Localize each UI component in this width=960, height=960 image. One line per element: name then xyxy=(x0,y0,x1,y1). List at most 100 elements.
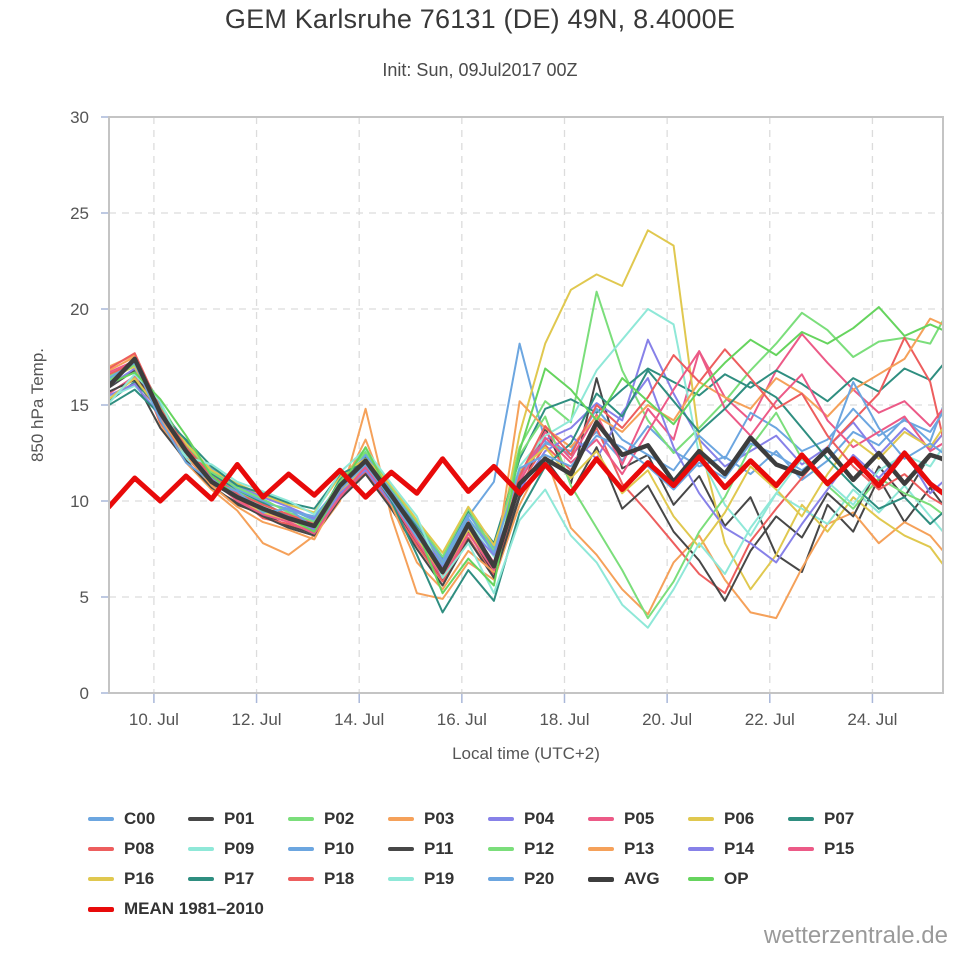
legend-swatch-P13 xyxy=(588,847,614,851)
y-tick-label: 30 xyxy=(70,108,89,127)
legend-swatch-P01 xyxy=(188,817,214,821)
x-axis-label: Local time (UTC+2) xyxy=(452,744,600,763)
legend-label-P09: P09 xyxy=(224,839,255,858)
legend-label-P19: P19 xyxy=(424,869,455,888)
legend-label-P05: P05 xyxy=(624,809,655,828)
legend-swatch-P17 xyxy=(188,877,214,881)
legend-label-P11: P11 xyxy=(424,839,454,858)
legend-label-P07: P07 xyxy=(824,809,855,828)
legend-swatch-P08 xyxy=(88,847,114,851)
legend-item-P04: P04 xyxy=(488,804,588,834)
legend-swatch-P07 xyxy=(788,817,814,821)
legend-swatch-P04 xyxy=(488,817,514,821)
legend-item-P10: P10 xyxy=(288,834,388,864)
legend-swatch-P11 xyxy=(388,847,414,851)
x-tick-label: 20. Jul xyxy=(642,710,692,729)
series-line-P13 xyxy=(109,317,943,591)
y-tick-label: 5 xyxy=(80,588,89,607)
legend-item-P01: P01 xyxy=(188,804,288,834)
legend-item-P06: P06 xyxy=(688,804,788,834)
plot-frame xyxy=(108,116,944,694)
legend-label-P20: P20 xyxy=(524,869,555,888)
series-line-P06 xyxy=(109,229,943,591)
legend-item-P07: P07 xyxy=(788,804,888,834)
x-tick-label: 14. Jul xyxy=(334,710,384,729)
legend-label-P16: P16 xyxy=(124,869,155,888)
legend-swatch-P10 xyxy=(288,847,314,851)
legend-item-P09: P09 xyxy=(188,834,288,864)
legend-label-P02: P02 xyxy=(324,809,355,828)
legend-item-P03: P03 xyxy=(388,804,488,834)
series-line-AVG xyxy=(109,356,943,575)
legend-item-P17: P17 xyxy=(188,864,288,894)
legend-label-P14: P14 xyxy=(724,839,755,858)
legend-swatch-P03 xyxy=(388,817,414,821)
legend-item-P15: P15 xyxy=(788,834,888,864)
ensemble-spaghetti-chart: 10. Jul 12. Jul 14. Jul 16. Jul 18. Jul 20. J… xyxy=(70,108,944,729)
legend-item-P11: P11 xyxy=(388,834,488,864)
legend-item-P13: P13 xyxy=(588,834,688,864)
legend-swatch-MEAN xyxy=(88,906,114,912)
legend-label-P15: P15 xyxy=(824,839,855,858)
y-tick-label: 25 xyxy=(70,204,89,223)
series-line-P17 xyxy=(109,369,943,614)
series-line-P18 xyxy=(109,348,943,575)
page-title: GEM Karlsruhe 76131 (DE) 49N, 8.4000E xyxy=(224,4,736,34)
legend-item-P20: P20 xyxy=(488,864,588,894)
legend-label-P01: P01 xyxy=(224,809,255,828)
x-tick-label: 18. Jul xyxy=(539,710,589,729)
x-tick-label: 24. Jul xyxy=(847,710,897,729)
legend-swatch-P16 xyxy=(88,877,114,881)
legend-label-C00: C00 xyxy=(124,809,156,828)
watermark: wetterzentrale.de xyxy=(763,922,948,949)
legend-label-P18: P18 xyxy=(324,869,355,888)
x-tick-label: 22. Jul xyxy=(745,710,795,729)
init-subtitle: Init: Sun, 09Jul2017 00Z xyxy=(382,60,578,80)
legend-label-P03: P03 xyxy=(424,809,455,828)
legend-label-P08: P08 xyxy=(124,839,155,858)
legend-label-P10: P10 xyxy=(324,839,355,858)
legend-item-P08: P08 xyxy=(88,834,188,864)
legend-label-P06: P06 xyxy=(724,809,755,828)
x-tick-label: 10. Jul xyxy=(129,710,179,729)
legend-swatch-P02 xyxy=(288,817,314,821)
legend-label-AVG: AVG xyxy=(624,869,660,888)
y-tick-label: 20 xyxy=(70,300,89,319)
series-line-OP xyxy=(109,306,943,595)
legend-label-P13: P13 xyxy=(624,839,655,858)
legend-item-AVG: AVG xyxy=(588,864,688,894)
legend-swatch-P19 xyxy=(388,877,414,881)
legend-item-P05: P05 xyxy=(588,804,688,834)
legend-swatch-AVG xyxy=(588,876,614,882)
legend-item-P12: P12 xyxy=(488,834,588,864)
legend-swatch-P09 xyxy=(188,847,214,851)
legend-swatch-P20 xyxy=(488,877,514,881)
legend-item-P19: P19 xyxy=(388,864,488,894)
y-tick-label: 0 xyxy=(80,684,89,703)
series-line-MEAN xyxy=(109,450,943,510)
legend-item-P18: P18 xyxy=(288,864,388,894)
legend-swatch-P18 xyxy=(288,877,314,881)
legend-item-MEAN: MEAN 1981–2010 xyxy=(88,894,328,924)
x-tick-label: 12. Jul xyxy=(232,710,282,729)
legend-item-OP: OP xyxy=(688,864,788,894)
legend-label-MEAN: MEAN 1981–2010 xyxy=(124,899,264,918)
y-axis-label: 850 hPa Temp. xyxy=(28,347,47,463)
legend-swatch-C00 xyxy=(88,817,114,821)
x-tick-label: 16. Jul xyxy=(437,710,487,729)
legend-item-P14: P14 xyxy=(688,834,788,864)
legend-swatch-P05 xyxy=(588,817,614,821)
legend-swatch-P06 xyxy=(688,817,714,821)
legend-item-P02: P02 xyxy=(288,804,388,834)
y-tick-label: 15 xyxy=(70,396,89,415)
legend-swatch-P15 xyxy=(788,847,814,851)
legend-swatch-P12 xyxy=(488,847,514,851)
series-line-C00 xyxy=(109,342,943,568)
legend-swatch-P14 xyxy=(688,847,714,851)
legend-label-P04: P04 xyxy=(524,809,555,828)
legend-item-C00: C00 xyxy=(88,804,188,834)
legend-swatch-OP xyxy=(688,877,714,881)
legend-item-P16: P16 xyxy=(88,864,188,894)
legend-label-OP: OP xyxy=(724,869,749,888)
